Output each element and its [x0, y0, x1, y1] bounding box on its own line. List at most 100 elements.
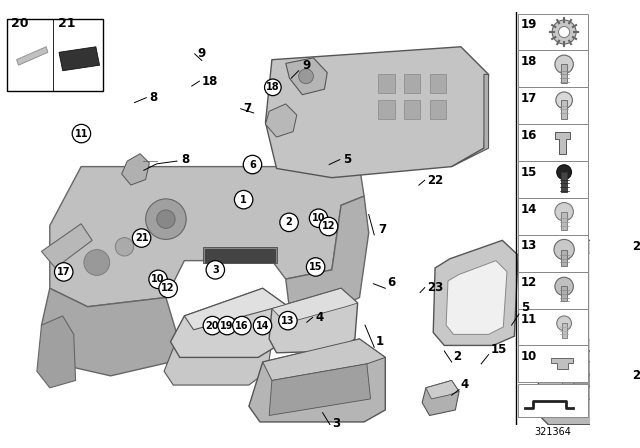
- Circle shape: [319, 217, 338, 236]
- Text: 22: 22: [428, 174, 444, 187]
- Bar: [378, 74, 394, 93]
- Bar: [518, 384, 588, 418]
- Circle shape: [115, 237, 134, 256]
- Text: 21: 21: [135, 233, 148, 243]
- Text: 10: 10: [521, 350, 537, 363]
- Text: 20: 20: [11, 17, 29, 30]
- Polygon shape: [285, 196, 369, 316]
- Polygon shape: [452, 74, 488, 167]
- Circle shape: [559, 26, 570, 38]
- Text: 23: 23: [632, 369, 640, 382]
- Bar: [518, 198, 588, 235]
- Bar: [561, 65, 567, 83]
- Polygon shape: [122, 154, 149, 185]
- Text: 18: 18: [266, 82, 280, 92]
- Polygon shape: [249, 339, 385, 422]
- Circle shape: [132, 229, 151, 247]
- Polygon shape: [50, 167, 364, 307]
- Polygon shape: [17, 47, 48, 65]
- Text: 3: 3: [332, 417, 340, 430]
- Bar: [563, 323, 567, 338]
- Circle shape: [218, 316, 236, 335]
- Polygon shape: [42, 224, 92, 268]
- Bar: [561, 212, 567, 230]
- Text: 8: 8: [149, 91, 157, 104]
- Bar: [518, 271, 588, 309]
- Polygon shape: [555, 132, 570, 154]
- Text: 14: 14: [256, 321, 269, 331]
- Bar: [429, 74, 446, 93]
- Circle shape: [203, 316, 221, 335]
- Bar: [518, 161, 588, 198]
- Circle shape: [554, 239, 574, 260]
- Bar: [378, 100, 394, 119]
- Circle shape: [573, 371, 592, 390]
- Polygon shape: [164, 325, 272, 385]
- Text: 7: 7: [243, 102, 252, 115]
- Circle shape: [555, 277, 573, 296]
- Polygon shape: [422, 380, 459, 415]
- Text: 11: 11: [75, 129, 88, 138]
- Text: 9: 9: [198, 47, 205, 60]
- Polygon shape: [266, 47, 488, 178]
- Polygon shape: [59, 47, 100, 71]
- Text: 18: 18: [202, 75, 218, 88]
- Bar: [203, 247, 276, 263]
- Polygon shape: [170, 288, 285, 358]
- Circle shape: [54, 263, 73, 281]
- Bar: [518, 124, 588, 161]
- Bar: [518, 87, 588, 124]
- Text: 13: 13: [281, 316, 294, 326]
- Circle shape: [264, 79, 281, 95]
- Circle shape: [309, 209, 328, 228]
- Polygon shape: [551, 358, 573, 370]
- Text: 321364: 321364: [534, 426, 572, 436]
- Text: 12: 12: [322, 221, 335, 232]
- Bar: [404, 74, 420, 93]
- Polygon shape: [426, 380, 459, 399]
- Circle shape: [206, 261, 225, 279]
- Circle shape: [146, 199, 186, 239]
- Bar: [404, 100, 420, 119]
- Text: 15: 15: [309, 262, 323, 272]
- Text: 15: 15: [521, 166, 537, 179]
- Circle shape: [278, 311, 297, 330]
- Bar: [205, 249, 275, 262]
- Circle shape: [72, 125, 91, 143]
- Bar: [561, 250, 567, 266]
- Bar: [429, 100, 446, 119]
- Circle shape: [555, 55, 573, 73]
- Text: 22: 22: [632, 240, 640, 253]
- Polygon shape: [37, 316, 76, 388]
- Text: 17: 17: [57, 267, 70, 277]
- Text: 15: 15: [490, 343, 507, 356]
- Text: 20: 20: [205, 321, 219, 331]
- Polygon shape: [266, 104, 297, 137]
- Text: 14: 14: [521, 202, 537, 215]
- Circle shape: [159, 279, 177, 297]
- Circle shape: [157, 210, 175, 228]
- Circle shape: [299, 69, 314, 84]
- Text: 4: 4: [461, 378, 469, 391]
- Bar: [561, 100, 567, 119]
- Text: 4: 4: [316, 311, 324, 324]
- Circle shape: [555, 202, 573, 221]
- Bar: [518, 13, 588, 51]
- Text: 3: 3: [212, 265, 219, 275]
- Polygon shape: [272, 288, 358, 323]
- Polygon shape: [551, 297, 622, 355]
- Circle shape: [563, 360, 603, 401]
- Polygon shape: [184, 288, 285, 330]
- Text: 21: 21: [58, 17, 76, 30]
- Circle shape: [280, 213, 298, 232]
- Text: 16: 16: [521, 129, 537, 142]
- Text: 16: 16: [235, 321, 248, 331]
- Circle shape: [243, 155, 262, 174]
- Circle shape: [234, 190, 253, 209]
- Polygon shape: [536, 297, 627, 425]
- Polygon shape: [446, 261, 507, 334]
- Circle shape: [552, 20, 576, 44]
- Polygon shape: [285, 58, 327, 95]
- Polygon shape: [548, 241, 609, 351]
- Circle shape: [253, 316, 272, 335]
